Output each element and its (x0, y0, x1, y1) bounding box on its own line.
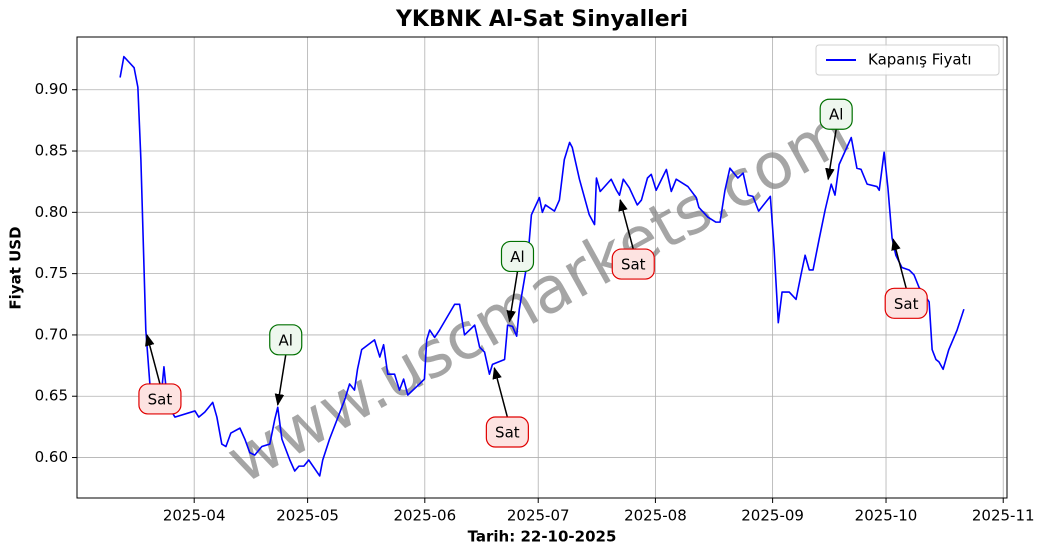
y-tick-label: 0.90 (35, 80, 68, 98)
annotation-label: Sat (621, 256, 646, 274)
annotation-arrow (506, 271, 519, 323)
x-axis-label: Tarih: 22-10-2025 (468, 528, 617, 546)
x-tick-label: 2025-05 (276, 507, 339, 525)
signal-annotation: Sat (884, 238, 928, 319)
annotation-label: Al (829, 106, 843, 124)
annotation-arrow (891, 238, 907, 289)
annotation-arrow (618, 198, 634, 250)
x-tick-label: 2025-10 (855, 507, 918, 525)
y-tick-label: 0.60 (35, 448, 68, 466)
plot-frame (76, 36, 1008, 499)
annotation-label: Sat (148, 390, 173, 408)
annotation-box (138, 383, 182, 415)
y-tick-label: 0.70 (35, 325, 68, 343)
annotation-box (269, 324, 303, 356)
x-tick-label: 2025-04 (163, 507, 226, 525)
y-tick-label: 0.75 (35, 264, 68, 282)
y-axis-label: Fiyat USD (7, 226, 25, 309)
price-line (119, 55, 965, 477)
signal-annotation: Sat (611, 198, 655, 280)
annotation-label: Sat (495, 424, 520, 442)
annotation-label: Sat (894, 295, 919, 313)
annotation-label: Al (510, 248, 524, 266)
y-tick-label: 0.80 (35, 203, 68, 221)
annotation-box (819, 98, 853, 130)
signal-annotation: Al (819, 98, 853, 181)
x-tick-label: 2025-06 (393, 507, 456, 525)
signal-annotation: Sat (485, 366, 529, 448)
annotation-arrow (274, 354, 287, 407)
legend-label: Kapanış Fiyatı (868, 51, 972, 69)
annotation-arrow (825, 129, 837, 181)
x-tick-label: 2025-07 (507, 507, 570, 525)
x-tick-label: 2025-08 (624, 507, 687, 525)
annotation-arrow (145, 333, 161, 385)
annotation-box (485, 416, 529, 448)
annotation-box (611, 248, 655, 280)
signal-annotation: Al (500, 240, 535, 323)
annotation-label: Al (279, 331, 293, 349)
x-tick-label: 2025-09 (741, 507, 804, 525)
chart-title: YKBNK Al-Sat Sinyalleri (395, 7, 688, 32)
legend-box (815, 44, 1000, 76)
x-tick-label: 2025-11 (972, 507, 1035, 525)
signal-annotation: Sat (138, 333, 182, 415)
y-tick-label: 0.65 (35, 387, 68, 405)
y-tick-label: 0.85 (35, 142, 68, 160)
annotation-arrow (492, 366, 509, 418)
signal-annotation: Al (269, 324, 303, 407)
annotation-box (884, 287, 928, 319)
annotation-box (500, 240, 535, 273)
